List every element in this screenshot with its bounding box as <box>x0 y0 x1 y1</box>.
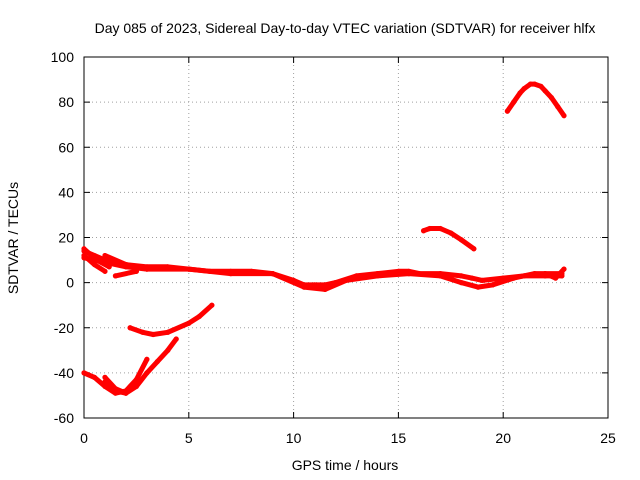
data-point <box>209 302 215 308</box>
data-point <box>127 325 133 331</box>
data-point <box>532 81 538 87</box>
data-point <box>144 266 150 272</box>
data-point <box>165 347 171 353</box>
data-point <box>437 273 443 279</box>
data-point <box>553 275 559 281</box>
data-point <box>406 271 412 277</box>
y-tick-label: -60 <box>54 410 74 426</box>
data-point <box>144 356 150 362</box>
data-point <box>504 108 510 114</box>
data-point <box>437 225 443 232</box>
data-point <box>173 336 179 342</box>
data-point <box>548 95 555 101</box>
data-point <box>420 228 427 234</box>
y-tick-label: -40 <box>54 365 74 381</box>
data-point <box>81 252 87 259</box>
data-point <box>322 286 328 292</box>
data-point <box>527 81 534 87</box>
data-point <box>91 374 98 380</box>
data-point <box>270 271 276 277</box>
data-point <box>102 374 108 380</box>
data-point <box>471 246 477 252</box>
data-point <box>123 261 129 268</box>
y-tick-label: 40 <box>58 184 74 200</box>
data-point <box>102 268 108 274</box>
data-point <box>112 273 119 279</box>
data-point <box>538 83 544 89</box>
x-tick-label: 20 <box>495 430 511 446</box>
data-point <box>511 99 517 105</box>
series-track-early-4 <box>112 268 139 279</box>
data-point <box>93 257 100 263</box>
data-point <box>517 90 523 96</box>
data-point <box>343 277 349 283</box>
data-point <box>479 277 485 283</box>
data-point <box>475 284 481 290</box>
y-tick-label: -20 <box>54 320 74 336</box>
x-tick-label: 10 <box>286 430 302 446</box>
x-axis-label: GPS time / hours <box>292 457 399 473</box>
y-ticks: -60 -40 -20 0 20 40 60 80 100 <box>51 49 608 426</box>
x-tick-label: 15 <box>391 430 407 446</box>
data-point <box>490 282 496 288</box>
x-tick-label: 5 <box>185 430 193 446</box>
data-point <box>458 280 464 286</box>
data-point <box>150 331 156 338</box>
y-tick-label: 20 <box>58 230 74 246</box>
data-point <box>102 252 108 259</box>
y-axis-label: SDTVAR / TECUs <box>5 182 21 294</box>
data-point <box>133 268 139 274</box>
data-point <box>112 386 119 392</box>
grid <box>84 57 608 418</box>
data-point <box>427 225 433 232</box>
data-point <box>140 329 146 335</box>
data-point <box>555 104 561 110</box>
data-point <box>165 329 171 335</box>
x-tick-label: 0 <box>80 430 88 446</box>
data-point <box>448 230 454 236</box>
series-group <box>81 81 567 396</box>
data-point <box>458 237 464 243</box>
data-point <box>186 266 192 272</box>
data-point <box>542 88 548 94</box>
y-tick-label: 80 <box>58 94 74 110</box>
data-point <box>301 284 307 290</box>
data-point <box>81 370 87 376</box>
data-point <box>123 390 129 396</box>
data-point <box>228 271 234 277</box>
data-point <box>561 113 567 119</box>
data-point <box>511 275 517 281</box>
data-point <box>469 275 475 281</box>
x-ticks: 0 5 10 15 20 25 <box>80 57 616 446</box>
data-point <box>458 273 464 279</box>
data-point <box>91 261 98 268</box>
data-point <box>542 271 548 277</box>
data-point <box>186 320 192 326</box>
y-tick-label: 60 <box>58 139 74 155</box>
data-point <box>81 246 87 252</box>
data-point <box>561 266 567 272</box>
data-point <box>144 370 150 376</box>
data-point <box>106 264 112 270</box>
data-point <box>521 85 527 92</box>
chart-title: Day 085 of 2023, Sidereal Day-to-day VTE… <box>95 20 596 36</box>
data-point <box>154 358 160 365</box>
data-point <box>133 383 139 390</box>
data-point <box>196 313 202 320</box>
data-point <box>374 273 381 279</box>
y-tick-label: 0 <box>66 275 74 291</box>
y-tick-label: 100 <box>51 49 75 65</box>
x-tick-label: 25 <box>600 430 616 446</box>
data-point <box>532 271 538 277</box>
